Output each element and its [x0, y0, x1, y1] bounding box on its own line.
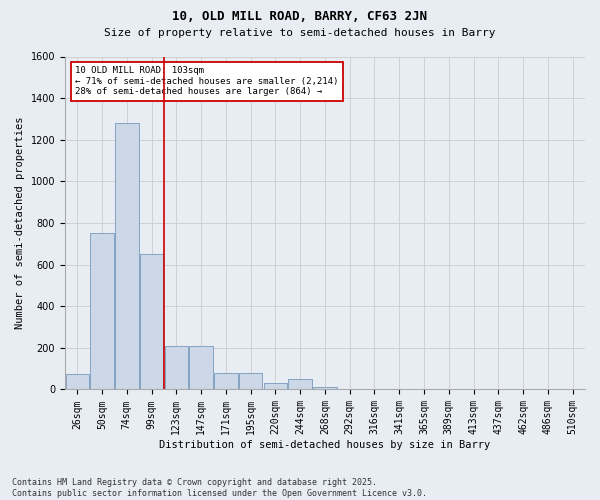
Bar [263, 383, 287, 390]
Bar [115, 123, 139, 390]
Text: 10 OLD MILL ROAD: 103sqm
← 71% of semi-detached houses are smaller (2,214)
28% o: 10 OLD MILL ROAD: 103sqm ← 71% of semi-d… [76, 66, 338, 96]
Bar [214, 373, 238, 390]
Text: Size of property relative to semi-detached houses in Barry: Size of property relative to semi-detach… [104, 28, 496, 38]
Bar [90, 234, 114, 390]
Y-axis label: Number of semi-detached properties: Number of semi-detached properties [15, 116, 25, 329]
Bar [289, 379, 312, 390]
Bar [140, 254, 163, 390]
Bar [239, 373, 262, 390]
Bar [164, 346, 188, 390]
Bar [65, 374, 89, 390]
Text: 10, OLD MILL ROAD, BARRY, CF63 2JN: 10, OLD MILL ROAD, BARRY, CF63 2JN [173, 10, 427, 23]
Bar [190, 346, 213, 390]
Bar [313, 388, 337, 390]
Text: Contains HM Land Registry data © Crown copyright and database right 2025.
Contai: Contains HM Land Registry data © Crown c… [12, 478, 427, 498]
X-axis label: Distribution of semi-detached houses by size in Barry: Distribution of semi-detached houses by … [160, 440, 491, 450]
